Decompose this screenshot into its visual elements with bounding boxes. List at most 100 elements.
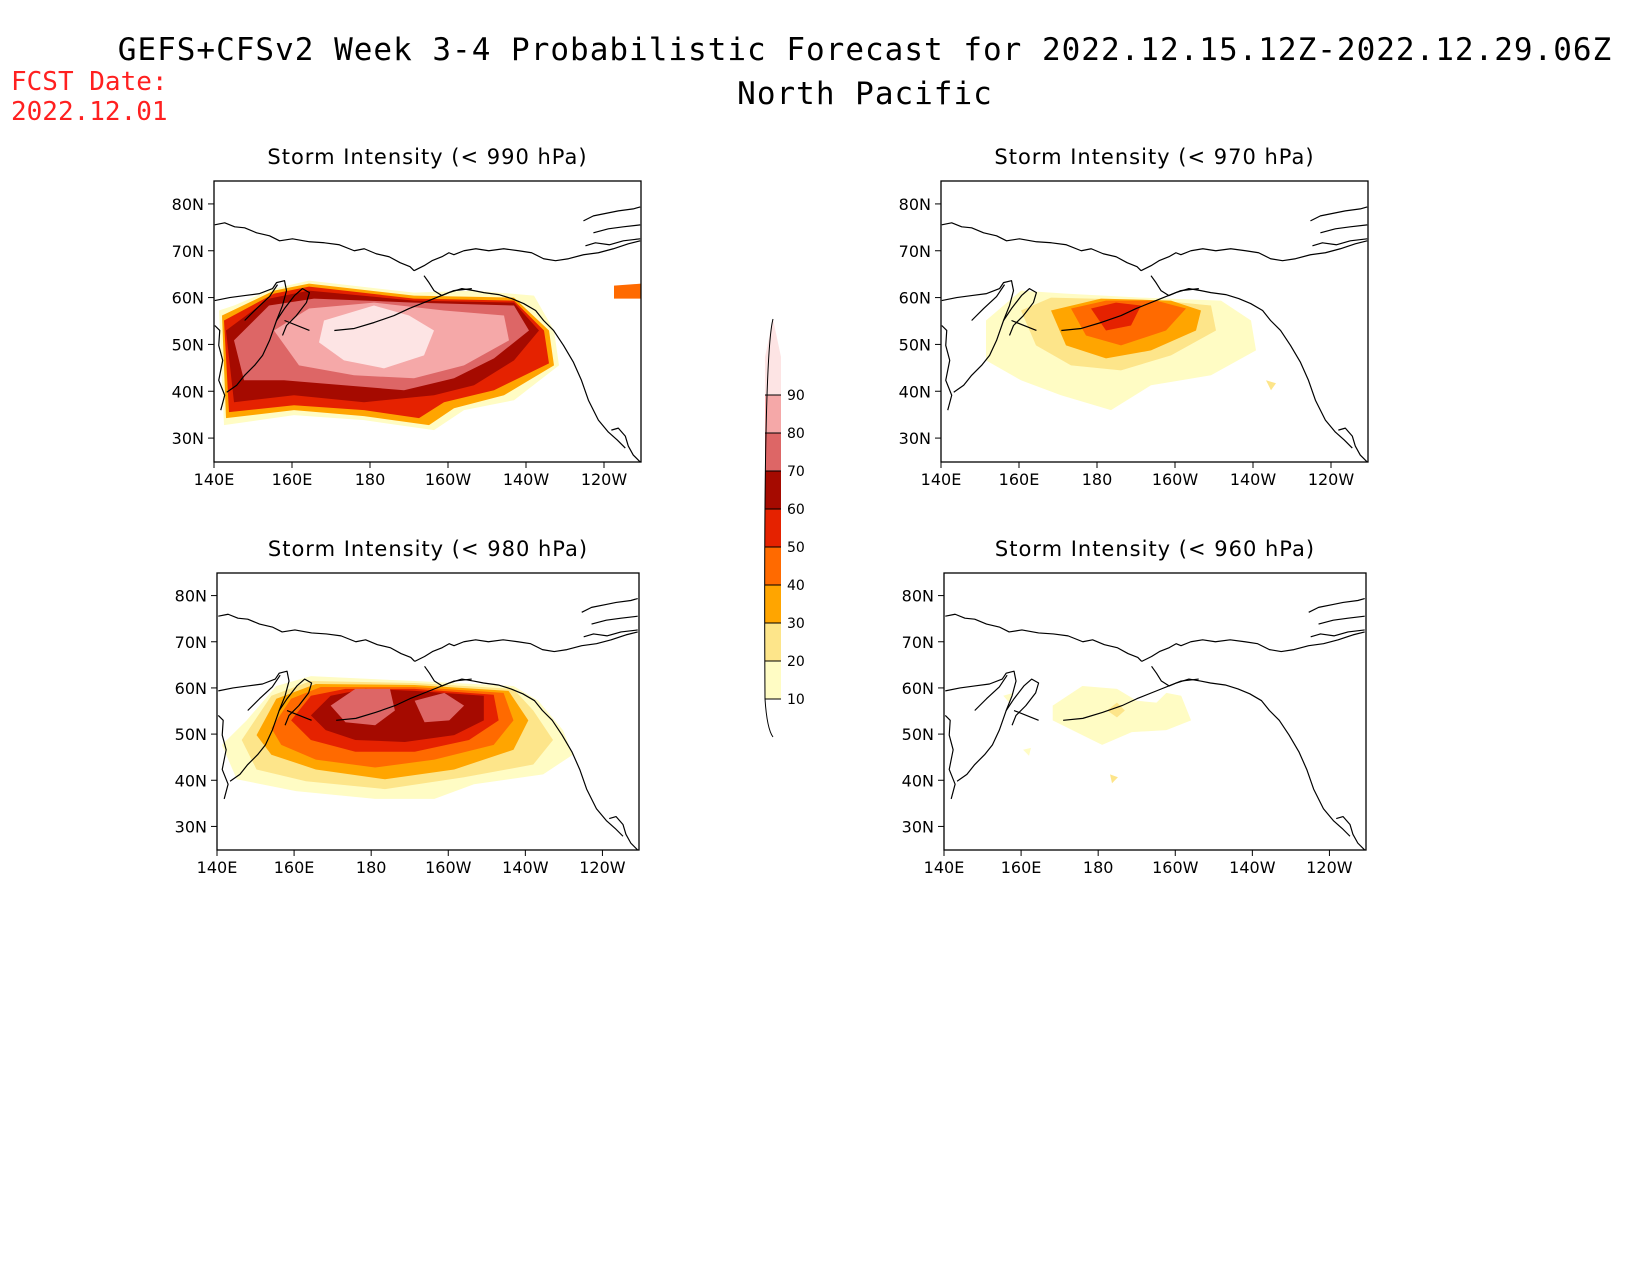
lat-tick-label: 80N [899, 195, 931, 214]
lon-tick-label: 160E [999, 470, 1040, 489]
field-contour-c50 [1091, 302, 1141, 331]
field-contour-c40 [614, 283, 641, 299]
colorbar-label: 10 [787, 692, 805, 708]
colorbar-label: 80 [787, 426, 805, 442]
lon-tick-label: 140W [502, 858, 549, 877]
map-panel-3: Storm Intensity (< 980 hPa) 80N 70N 60N 50N 4… [175, 537, 640, 877]
lon-tick-label: 120W [581, 470, 628, 489]
lat-tick-label: 70N [899, 242, 931, 261]
field-contour-c10 [1023, 747, 1031, 756]
lon-tick-label: 160E [272, 470, 313, 489]
colorbar-swatch [765, 585, 781, 623]
lat-tick-label: 70N [175, 633, 207, 652]
map-frame [940, 180, 1369, 463]
probability-field [1003, 685, 1192, 784]
colorbar-swatch [765, 471, 781, 509]
lon-tick-label: 160W [1152, 470, 1199, 489]
probability-field [219, 280, 641, 431]
lat-tick-label: 40N [175, 771, 207, 790]
lat-tick-label: 70N [172, 242, 204, 261]
lon-tick-label: 140E [921, 470, 962, 489]
lon-tick-label: 140E [924, 858, 965, 877]
colorbar-top-cap [765, 319, 781, 357]
probability-field [221, 676, 573, 799]
panel-title: Storm Intensity (< 970 hPa) [994, 145, 1314, 169]
lon-tick-label: 160W [425, 470, 472, 489]
lon-tick-label: 180 [356, 858, 387, 877]
lat-tick-label: 60N [902, 679, 934, 698]
lon-tick-label: 140W [1230, 470, 1277, 489]
lon-tick-label: 160E [274, 858, 315, 877]
map-panel-4: Storm Intensity (< 960 hPa) 80N 70N 60N 50N 4… [902, 537, 1367, 877]
lon-tick-label: 180 [355, 470, 386, 489]
colorbar-swatch [765, 661, 781, 699]
colorbar-label: 90 [787, 388, 805, 404]
panel-title: Storm Intensity (< 980 hPa) [268, 537, 588, 561]
lon-tick-label: 140E [197, 858, 238, 877]
lat-tick-label: 50N [899, 335, 931, 354]
figure-subtitle: North Pacific [737, 76, 993, 112]
lon-tick-label: 140E [194, 470, 235, 489]
lat-tick-label: 60N [899, 289, 931, 308]
colorbar-label: 20 [787, 654, 805, 670]
figure-title: GEFS+CFSv2 Week 3-4 Probabilistic Foreca… [117, 32, 1613, 68]
fcst-date-value: 2022.12.01 [11, 97, 168, 127]
colorbar-label: 70 [787, 464, 805, 480]
lat-tick-label: 40N [902, 771, 934, 790]
fcst-date-label: FCST Date: [11, 67, 168, 97]
lat-tick-label: 80N [902, 587, 934, 606]
panel-title: Storm Intensity (< 960 hPa) [995, 537, 1315, 561]
lat-tick-label: 30N [899, 429, 931, 448]
lat-tick-label: 40N [899, 382, 931, 401]
lat-tick-label: 30N [172, 429, 204, 448]
lon-tick-label: 160E [1001, 858, 1042, 877]
colorbar-swatch [765, 623, 781, 661]
colorbar-outline [764, 318, 774, 738]
field-contour-c70 [330, 688, 395, 726]
lon-tick-label: 140W [503, 470, 550, 489]
lat-tick-label: 60N [172, 289, 204, 308]
lon-tick-label: 180 [1082, 470, 1113, 489]
lon-tick-label: 180 [1083, 858, 1114, 877]
field-contour-c20 [1110, 774, 1118, 784]
lat-tick-label: 60N [175, 679, 207, 698]
lat-tick-label: 30N [175, 817, 207, 836]
lat-tick-label: 50N [175, 725, 207, 744]
lon-tick-label: 120W [1306, 858, 1353, 877]
map-panel-2: Storm Intensity (< 970 hPa) 80N 70N 60N 50N 4… [899, 145, 1369, 489]
lon-tick-label: 160W [1152, 858, 1199, 877]
colorbar-label: 40 [787, 578, 805, 594]
lat-tick-label: 40N [172, 382, 204, 401]
lon-tick-label: 120W [1308, 470, 1355, 489]
panel-title: Storm Intensity (< 990 hPa) [267, 145, 587, 169]
colorbar-label: 30 [787, 616, 805, 632]
lon-tick-label: 120W [579, 858, 626, 877]
colorbar-swatch [765, 509, 781, 547]
colorbar-swatch [765, 433, 781, 471]
lon-tick-label: 160W [425, 858, 472, 877]
field-contour-c90 [319, 305, 434, 369]
colorbar-swatch [765, 395, 781, 433]
colorbar: 10 20 30 40 50 60 70 80 90 [764, 318, 805, 738]
field-contour-c10 [1052, 685, 1192, 745]
colorbar-label: 60 [787, 502, 805, 518]
colorbar-label: 50 [787, 540, 805, 556]
lat-tick-label: 80N [175, 587, 207, 606]
lon-tick-label: 140W [1229, 858, 1276, 877]
colorbar-swatch [765, 357, 781, 395]
lat-tick-label: 50N [902, 725, 934, 744]
probability-field [986, 290, 1276, 411]
lat-tick-label: 70N [902, 633, 934, 652]
field-contour-c20 [1266, 380, 1276, 391]
map-frame [216, 572, 640, 851]
lat-tick-label: 50N [172, 335, 204, 354]
colorbar-swatch [765, 547, 781, 585]
lat-tick-label: 80N [172, 195, 204, 214]
map-panel-1: Storm Intensity (< 990 hPa) 80N 70N 60N 50N 4… [172, 145, 642, 489]
field-contour-c10 [1003, 692, 1014, 703]
field-contour-c70 [414, 692, 465, 723]
map-frame [943, 572, 1367, 851]
map-frame [213, 180, 642, 463]
lat-tick-label: 30N [902, 817, 934, 836]
